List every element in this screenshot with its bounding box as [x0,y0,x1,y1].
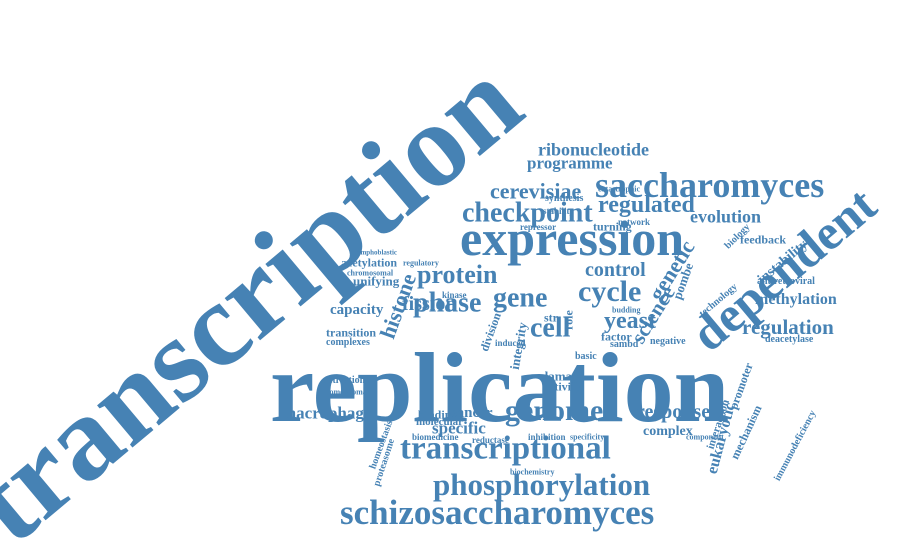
word-kinase: kinase [442,291,467,300]
word-complexes: complexes [326,338,370,348]
word-biomedicine: biomedicine [412,433,459,442]
word-antiretroviral: antiretroviral [757,277,815,287]
word-programme: programme [527,154,613,171]
word-feedback: feedback [740,233,786,245]
word-network: network [618,218,650,227]
word-homeodomain: homeodomain [325,389,373,397]
word-str: str [544,311,558,323]
word-synthesis: synthesis [545,194,583,204]
word-inhibition: inhibition [528,433,566,442]
word-sambd: sambd [610,340,638,350]
word-evolution: evolution [690,208,761,226]
word-stability: stability [543,207,574,216]
word-activity: activity [543,380,581,392]
word-induced: induced [495,339,526,348]
word-gene: gene [493,285,547,313]
word-regulated: regulated [598,193,695,217]
word-lymphoblastic: lymphoblastic [355,249,397,256]
word-reductase: reductase [472,436,509,445]
word-macrophage: macrophage [282,404,371,421]
word-molecular: molecular [416,417,463,428]
word-acetylation: acetylation [341,256,397,268]
word-negative: negative [650,337,686,347]
word-component: component [686,434,724,442]
word-cycle: cycle [578,277,641,307]
word-capacity: capacity [330,303,383,318]
word-methylation: methylation [755,292,837,308]
word-chromosomal: chromosomal [347,270,393,278]
word-specificity: specificity [570,434,604,442]
word-regulatory: regulatory [403,260,439,268]
word-immunodeficiency: immunodeficiency [773,409,819,483]
word-role: role [562,310,574,330]
word-biochemistry: biochemistry [510,469,554,477]
word-budding: budding [612,307,640,315]
word-response: response [636,402,710,422]
word-genome: genome [505,396,603,426]
word-activation: activation [323,376,365,386]
word-repressor: repressor [520,223,556,232]
word-catastrophic: catastrophic [598,186,640,194]
word-control: control [585,260,646,280]
word-basic: basic [575,352,597,362]
word-deacetylase: deacetylase [765,335,813,345]
